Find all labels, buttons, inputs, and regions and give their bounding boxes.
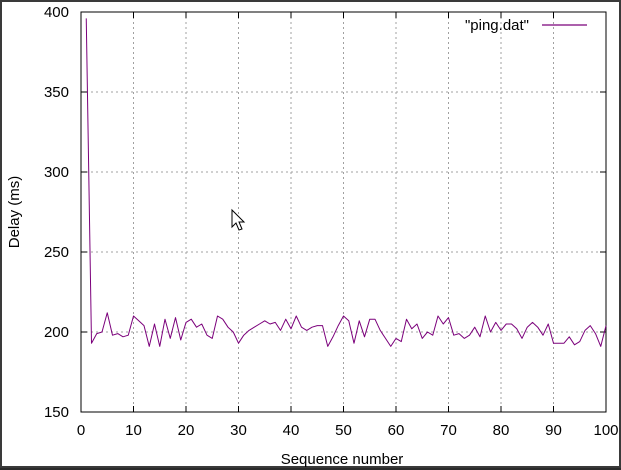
series-layer [85,18,607,347]
y-axis-label: Delay (ms) [6,176,23,249]
y-tick-label-250: 250 [44,244,69,261]
x-tick-label-40: 40 [283,422,300,439]
x-tick-label-0: 0 [77,422,85,439]
y-tick-label-350: 350 [44,84,69,101]
x-tick-label-60: 60 [388,422,405,439]
x-tick-label-70: 70 [440,422,457,439]
y-tick-label-150: 150 [44,404,69,421]
y-tick-label-200: 200 [44,324,69,341]
x-tick-label-50: 50 [335,422,352,439]
x-tick-label-80: 80 [493,422,510,439]
x-tick-label-30: 30 [230,422,247,439]
x-tick-label-10: 10 [125,422,142,439]
x-tick-label-20: 20 [178,422,195,439]
x-tick-label-90: 90 [545,422,562,439]
grid-lines [81,12,606,412]
series-line-ping-dat [85,18,607,347]
legend-label-ping-dat: "ping.dat" [465,17,529,34]
mouse-cursor-icon [231,208,246,231]
y-tick-label-300: 300 [44,164,69,181]
x-tick-label-100: 100 [593,422,618,439]
legend: "ping.dat" [465,17,587,34]
x-axis-label: Sequence number [281,451,404,468]
y-tick-label-400: 400 [44,4,69,21]
axis-ticks: 0 10 20 30 40 50 60 70 80 90 100 150 200 250 300 350 400 [44,4,619,439]
